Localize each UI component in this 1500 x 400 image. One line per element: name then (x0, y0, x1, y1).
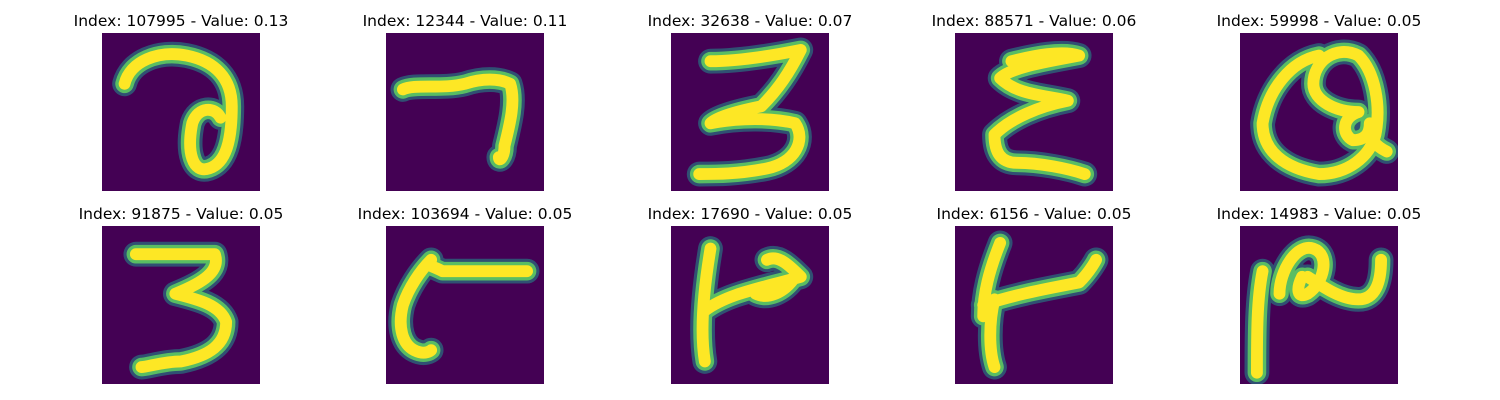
panel: Index: 14983 - Value: 0.05 (1199, 204, 1439, 394)
digit-strokes (123, 241, 239, 380)
digit-strokes (970, 230, 1109, 380)
panel: Index: 17690 - Value: 0.05 (630, 204, 870, 394)
digit-image (386, 33, 544, 191)
digit-strokes (982, 40, 1098, 187)
stroke-core (394, 253, 533, 359)
digit-image (955, 226, 1113, 384)
digit-strokes (1250, 39, 1398, 187)
digit-strokes (112, 41, 245, 182)
panel-title: Index: 91875 - Value: 0.05 (78, 205, 284, 223)
stroke-core (118, 48, 238, 176)
stroke-core (397, 73, 519, 166)
digit-image (1240, 226, 1398, 384)
panel: Index: 59998 - Value: 0.05 (1199, 11, 1439, 201)
stroke-core (977, 237, 1102, 373)
panel-title: Index: 6156 - Value: 0.05 (936, 205, 1132, 223)
panel: Index: 107995 - Value: 0.13 (61, 11, 301, 201)
stroke-core (696, 242, 807, 368)
panel-title: Index: 32638 - Value: 0.07 (647, 12, 853, 30)
digit-strokes (686, 37, 814, 187)
digit-strokes (388, 247, 540, 366)
panel: Index: 91875 - Value: 0.05 (61, 204, 301, 394)
digit-image (386, 226, 544, 384)
panel-title: Index: 12344 - Value: 0.11 (362, 12, 568, 30)
panel-title: Index: 107995 - Value: 0.13 (73, 12, 289, 30)
digit-image (955, 33, 1113, 191)
panel: Index: 103694 - Value: 0.05 (345, 204, 585, 394)
panel: Index: 32638 - Value: 0.07 (630, 11, 870, 201)
stroke-core (1251, 242, 1387, 379)
panel-title: Index: 14983 - Value: 0.05 (1216, 205, 1422, 223)
digit-strokes (690, 236, 814, 374)
panel-title: Index: 17690 - Value: 0.05 (647, 205, 853, 223)
digit-strokes (390, 67, 525, 172)
stroke-core (1256, 46, 1393, 180)
digit-strokes (1244, 235, 1394, 384)
digit-image (102, 226, 260, 384)
panel-title: Index: 88571 - Value: 0.06 (931, 12, 1137, 30)
stroke-core (693, 44, 807, 180)
panel: Index: 6156 - Value: 0.05 (914, 204, 1154, 394)
digit-image (671, 226, 829, 384)
panel-title: Index: 103694 - Value: 0.05 (357, 205, 573, 223)
panel: Index: 88571 - Value: 0.06 (914, 11, 1154, 201)
digit-image (671, 33, 829, 191)
panel: Index: 12344 - Value: 0.11 (345, 11, 585, 201)
digit-image (1240, 33, 1398, 191)
stroke-core (129, 248, 233, 373)
digit-image (102, 33, 260, 191)
panel-title: Index: 59998 - Value: 0.05 (1216, 12, 1422, 30)
stroke-core (988, 47, 1091, 180)
